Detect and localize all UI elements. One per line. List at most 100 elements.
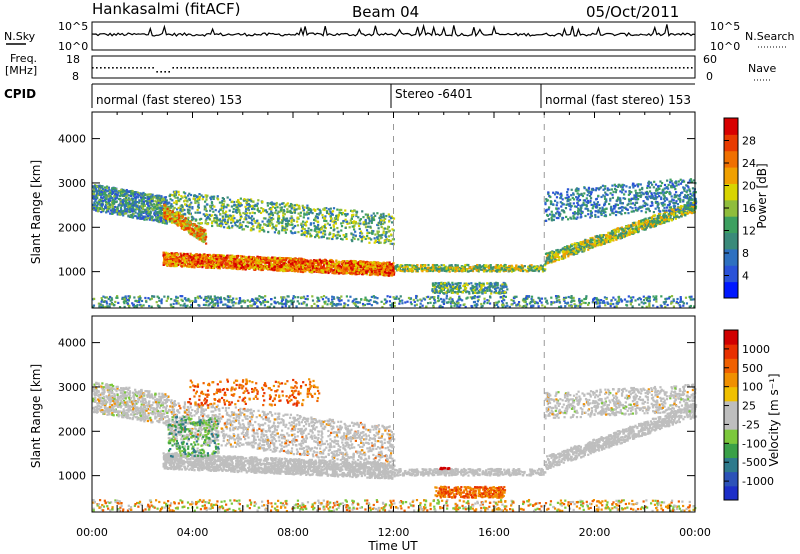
freq-tick-bottom: 8 (72, 70, 79, 83)
data-cell (332, 269, 335, 272)
data-cell (307, 230, 310, 233)
data-cell (193, 235, 196, 238)
freq-dot (481, 67, 484, 69)
data-cell (390, 221, 394, 224)
data-cell (156, 197, 159, 200)
data-cell (297, 212, 300, 215)
data-cell (107, 199, 110, 203)
data-cell (358, 234, 362, 238)
data-cell (145, 218, 148, 221)
data-cell (372, 260, 375, 264)
data-cell (186, 200, 189, 203)
data-cell (190, 215, 194, 218)
data-cell (93, 188, 96, 191)
freq-dot (96, 67, 98, 69)
data-cell (158, 194, 161, 197)
data-cell (316, 207, 319, 211)
data-cell (376, 232, 379, 235)
data-cell (108, 196, 112, 200)
data-cell (124, 201, 128, 205)
data-cell (173, 220, 176, 223)
data-cell (141, 195, 145, 198)
data-cell (108, 204, 112, 207)
data-cell (164, 196, 168, 199)
data-cell (160, 207, 163, 210)
data-cell (137, 205, 140, 208)
data-cell (352, 236, 355, 239)
data-cell (168, 218, 172, 221)
data-cell (226, 220, 229, 224)
data-cell (329, 217, 333, 220)
data-cell (276, 259, 279, 262)
data-cell (128, 202, 131, 205)
data-cell (351, 239, 354, 243)
freq-dot (156, 71, 158, 73)
data-cell (258, 230, 261, 233)
data-cell (125, 188, 128, 192)
data-cell (186, 252, 189, 256)
data-cell (294, 262, 298, 265)
data-cell (204, 194, 207, 197)
data-cell (112, 199, 115, 202)
data-cell (222, 254, 225, 257)
data-cell (322, 266, 326, 269)
data-cell (224, 258, 227, 262)
data-cell (250, 215, 254, 218)
freq-unit-label: [MHz] (5, 64, 37, 77)
data-cell (177, 190, 180, 193)
data-cell (301, 227, 304, 230)
freq-dot (220, 67, 223, 69)
data-cell (109, 191, 112, 195)
data-cell (372, 266, 375, 269)
data-cell (365, 222, 368, 225)
data-cell (161, 214, 164, 217)
data-cell (228, 209, 231, 212)
data-cell (351, 210, 354, 213)
data-cell (282, 214, 285, 217)
data-cell (371, 217, 374, 220)
data-cell (220, 263, 223, 266)
data-cell (359, 271, 363, 274)
data-cell (239, 254, 242, 258)
data-cell (231, 200, 234, 203)
data-cell (293, 204, 296, 207)
freq-dot (397, 67, 400, 69)
data-cell (354, 234, 357, 237)
data-cell (333, 228, 336, 231)
data-cell (96, 210, 99, 213)
data-cell (308, 264, 311, 267)
data-cell (112, 191, 115, 194)
data-cell (198, 211, 202, 214)
data-cell (316, 220, 319, 223)
data-cell (256, 267, 259, 270)
data-cell (314, 217, 317, 220)
data-cell (280, 268, 284, 271)
data-cell (387, 225, 390, 228)
data-cell (136, 206, 139, 209)
data-cell (224, 215, 227, 218)
data-cell (137, 201, 141, 204)
freq-dot (268, 67, 271, 69)
data-cell (355, 211, 358, 214)
data-cell (303, 206, 306, 209)
data-cell (92, 186, 95, 189)
data-cell (213, 259, 216, 262)
data-cell (384, 234, 387, 237)
data-cell (205, 256, 209, 259)
data-cell (185, 196, 188, 199)
data-cell (371, 231, 374, 234)
data-cell (368, 220, 371, 223)
data-cell (166, 207, 169, 210)
data-cell (498, 270, 502, 273)
freq-dot (646, 67, 649, 69)
data-cell (368, 231, 371, 234)
data-cell (363, 236, 366, 239)
data-cell (345, 237, 348, 241)
freq-dot (232, 67, 235, 69)
freq-dot (212, 67, 215, 69)
data-cell (261, 220, 264, 223)
freq-dot (473, 67, 476, 69)
data-cell (239, 204, 242, 207)
data-cell (173, 191, 176, 194)
noise-sky-line (91, 23, 696, 38)
